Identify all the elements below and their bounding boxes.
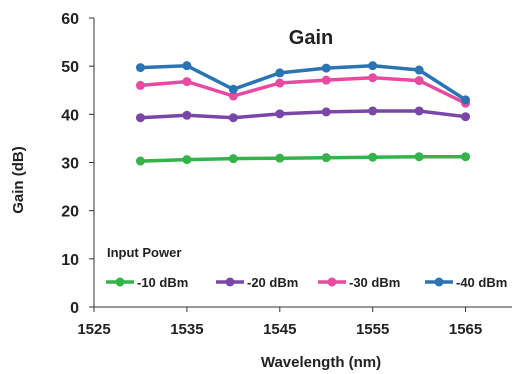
y-tick-label: 40: [61, 107, 79, 124]
legend-label: -10 dBm: [137, 275, 188, 290]
data-point: [321, 153, 331, 163]
x-axis-label: Wavelength (nm): [261, 354, 381, 371]
axes: 0 10 20 30 40 50 60 1525 1535 1545 1555 1565: [61, 11, 512, 338]
x-tick-label: 1525: [77, 321, 110, 338]
legend-marker: [115, 277, 125, 287]
x-tick-label: 1555: [356, 321, 389, 338]
legend-label: -30 dBm: [349, 275, 400, 290]
y-tick-label: 20: [61, 204, 79, 221]
data-point: [321, 107, 331, 117]
data-point: [275, 109, 285, 119]
data-point: [368, 152, 378, 162]
data-point: [368, 73, 378, 83]
data-point: [228, 113, 238, 123]
x-tick-label: 1535: [170, 321, 203, 338]
legend-label: -40 dBm: [456, 275, 507, 290]
data-point: [321, 63, 331, 73]
y-tick-label: 30: [61, 156, 79, 173]
data-point: [182, 110, 192, 120]
chart-title: Gain: [289, 27, 333, 49]
x-tick-label: 1565: [449, 321, 482, 338]
data-point: [275, 68, 285, 78]
data-point: [135, 63, 145, 73]
data-point: [461, 152, 471, 162]
data-point: [414, 152, 424, 162]
y-tick-label: 0: [70, 300, 79, 317]
data-point: [461, 112, 471, 122]
data-point: [368, 106, 378, 116]
data-point: [182, 155, 192, 165]
x-tick-label: 1545: [263, 321, 296, 338]
y-axis-label: Gain (dB): [10, 146, 27, 214]
data-point: [182, 61, 192, 71]
data-point: [414, 106, 424, 116]
data-point: [414, 76, 424, 86]
legend-label: -20 dBm: [247, 275, 298, 290]
data-point: [461, 95, 471, 105]
legend-marker: [225, 277, 235, 287]
data-point: [228, 154, 238, 164]
series-lines: [140, 63, 467, 163]
series-line: [140, 109, 466, 120]
y-tick-label: 60: [61, 11, 79, 28]
data-point: [275, 78, 285, 88]
y-tick-label: 10: [61, 252, 79, 269]
data-point: [182, 77, 192, 87]
data-point: [135, 80, 145, 90]
legend-title: Input Power: [107, 245, 181, 260]
series-line: [140, 154, 466, 163]
data-point: [228, 84, 238, 94]
data-point: [228, 91, 238, 101]
legend-marker: [327, 277, 337, 287]
data-point: [135, 156, 145, 166]
legend: -10 dBm -20 dBm -30 dBm -40 dBm: [106, 275, 507, 290]
data-point: [321, 75, 331, 85]
series-points: [135, 61, 471, 166]
series-line: [140, 63, 467, 102]
y-tick-label: 50: [61, 59, 79, 76]
data-point: [275, 153, 285, 163]
data-point: [368, 61, 378, 71]
series-line: [140, 75, 467, 105]
legend-marker: [434, 277, 444, 287]
data-point: [414, 65, 424, 75]
data-point: [135, 113, 145, 123]
